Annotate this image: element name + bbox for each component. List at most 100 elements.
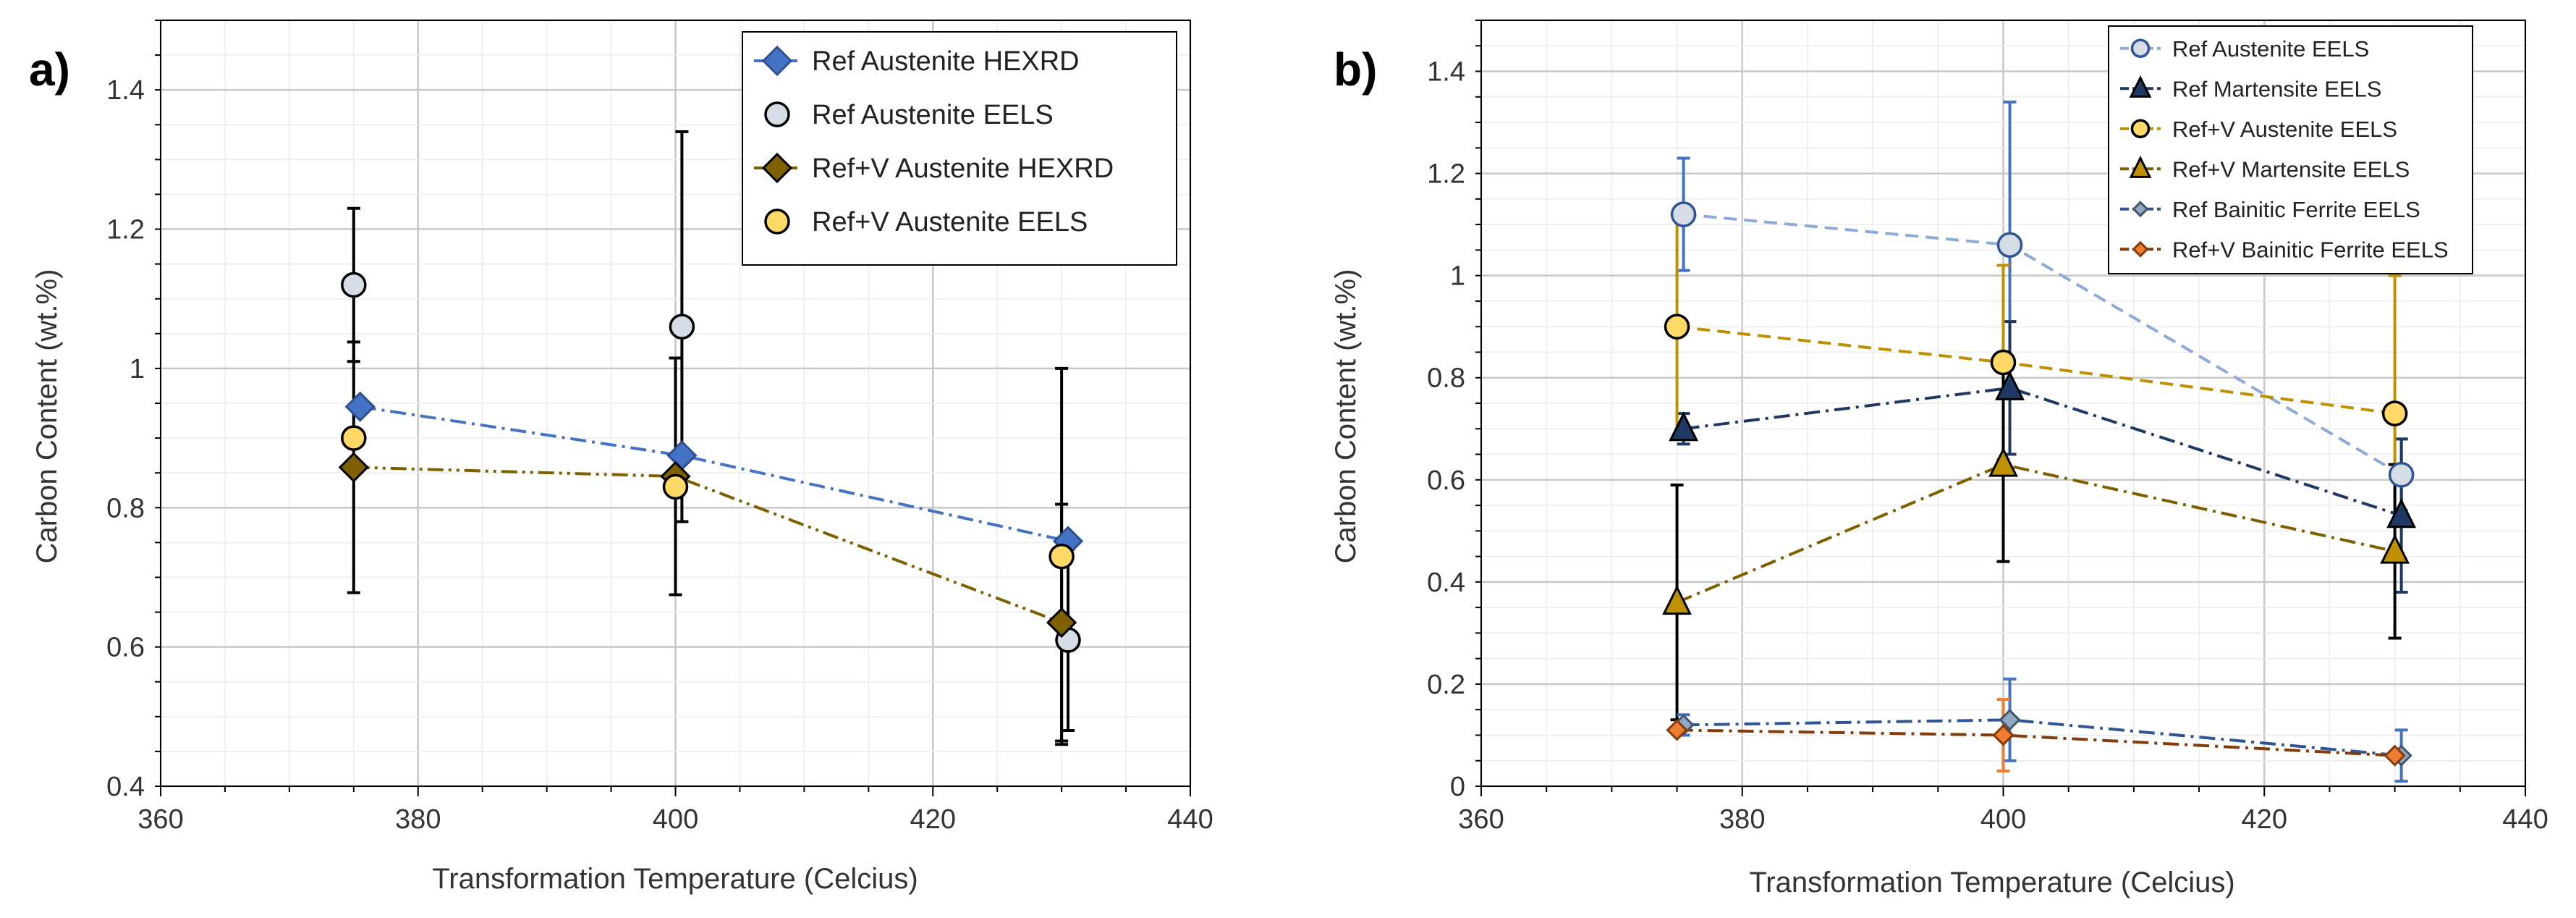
legend-label: Ref Bainitic Ferrite EELS <box>2172 197 2420 222</box>
y-tick-label: 0.4 <box>106 772 145 802</box>
data-point-ref-austenite-eels <box>2388 461 2415 488</box>
data-point-ref-v-bainitic-ferrite-eels <box>1666 719 1688 741</box>
y-tick-label: 0.8 <box>1427 363 1465 394</box>
legend-item: Ref+V Martensite EELS <box>2120 155 2410 182</box>
y-tick-label: 0.2 <box>1427 670 1465 700</box>
series-lines <box>1676 213 2402 757</box>
legend-item: Ref Martensite EELS <box>2120 75 2381 101</box>
data-point-ref-austenite-hexrd <box>344 391 376 422</box>
legend-marker <box>764 209 790 235</box>
legend-item: Ref+V Bainitic Ferrite EELS <box>2120 237 2449 262</box>
x-tick-label: 360 <box>137 804 183 835</box>
y-axis-title-a: Carbon Content (wt.%) <box>31 269 63 564</box>
legend-label: Ref+V Austenite EELS <box>812 207 1088 237</box>
series-b <box>1662 100 2417 783</box>
data-point-ref-v-austenite-hexrd <box>1046 607 1077 639</box>
panel-label-b: b) <box>1334 43 1377 96</box>
legend-b: Ref Austenite EELS Ref Martensite EELS Ref… <box>2108 25 2473 274</box>
ticks-b: 360 380 400 420 440 0 0.2 0.4 0.6 0.8 1 1.2 1.4 <box>1427 20 2549 835</box>
data-point-ref-v-austenite-eels <box>1048 543 1075 570</box>
y-tick-label: 1.4 <box>1427 57 1465 88</box>
data-point-ref-v-martensite-eels <box>1662 585 1692 615</box>
data-point-ref-v-austenite-hexrd <box>338 452 369 483</box>
legend-marker <box>2129 75 2152 98</box>
legend-marker <box>2130 38 2151 59</box>
data-point-ref-bainitic-ferrite-eels <box>1999 709 2021 731</box>
data-point-ref-martensite-eels <box>2386 498 2417 529</box>
panel-label-a: a) <box>29 43 70 96</box>
series-lines <box>353 405 1069 624</box>
data-point-ref-v-martensite-eels <box>1988 447 2018 477</box>
data-point-ref-v-austenite-eels <box>662 473 689 500</box>
y-tick-label: 1 <box>1450 261 1465 292</box>
legend-label: Ref Austenite HEXRD <box>812 46 1080 77</box>
data-point-ref-v-austenite-eels <box>1990 349 2017 376</box>
legend-label: Ref Austenite EELS <box>2172 36 2369 62</box>
data-point-ref-martensite-eels <box>1995 370 2025 400</box>
y-tick-label: 0.6 <box>1427 466 1465 496</box>
legend-marker <box>761 152 793 184</box>
legend-item: Ref+V Austenite EELS <box>2120 117 2397 142</box>
y-tick-label: 1.4 <box>106 75 145 106</box>
legend-marker <box>764 101 790 127</box>
legend-item: Ref Austenite HEXRD <box>754 45 1080 77</box>
y-tick-label: 0.4 <box>1427 568 1465 598</box>
y-tick-label: 0.6 <box>106 633 145 663</box>
data-point-ref-v-austenite-eels <box>2381 400 2408 426</box>
legend-label: Ref+V Austenite EELS <box>2172 117 2397 142</box>
legend-item: Ref Bainitic Ferrite EELS <box>2120 197 2420 222</box>
legend-item: Ref Austenite EELS <box>2120 36 2369 62</box>
series-markers <box>338 271 1084 653</box>
series-line-ref-v-austenite-eels <box>1677 325 2395 416</box>
series-a <box>338 130 1084 746</box>
x-axis-title-b: Transformation Temperature (Celcius) <box>1749 867 2234 898</box>
legend-label: Ref Martensite EELS <box>2172 76 2381 101</box>
panel-a: a) 360 380 400 420 440 0.4 0.6 0.8 1 1.2 1.4 Carbo… <box>29 20 1213 895</box>
data-point-ref-austenite-eels <box>341 271 367 298</box>
x-tick-label: 400 <box>1980 804 2026 835</box>
legend-a: Ref Austenite HEXRD Ref Austenite EELS Ref… <box>742 31 1177 266</box>
series-line-ref-v-austenite-hexrd <box>353 466 1062 624</box>
data-point-ref-martensite-eels <box>1669 411 1699 442</box>
data-point-ref-austenite-eels <box>1670 201 1697 227</box>
x-tick-label: 420 <box>2242 804 2287 835</box>
data-point-ref-v-martensite-eels <box>2380 534 2410 564</box>
x-tick-label: 400 <box>653 804 698 835</box>
legend-item: Ref Austenite EELS <box>764 100 1054 130</box>
panel-b: b) 360 380 400 420 440 0 0.2 0.4 0.6 0.8 1 1.2 1.4 C… <box>1330 20 2549 898</box>
legend-marker <box>2129 155 2152 178</box>
y-tick-label: 0.8 <box>106 493 145 523</box>
legend-label: Ref+V Bainitic Ferrite EELS <box>2172 237 2449 262</box>
y-tick-label: 1.2 <box>106 215 145 245</box>
x-tick-label: 380 <box>1719 804 1765 835</box>
legend-box <box>2108 25 2473 274</box>
ticks-a: 360 380 400 420 440 0.4 0.6 0.8 1 1.2 1.4 <box>106 20 1213 835</box>
x-tick-label: 380 <box>395 804 441 835</box>
y-tick-label: 1.2 <box>1427 159 1465 190</box>
series-line-ref-austenite-hexrd <box>360 405 1069 543</box>
x-axis-title-a: Transformation Temperature (Celcius) <box>432 863 918 895</box>
y-tick-label: 0 <box>1450 772 1465 802</box>
legend-item: Ref+V Austenite EELS <box>764 207 1088 237</box>
series-line-ref-v-bainitic-ferrite-eels <box>1677 728 2395 757</box>
legend-marker <box>2132 201 2149 218</box>
legend-marker <box>2132 240 2149 258</box>
data-point-ref-v-bainitic-ferrite-eels <box>2384 744 2406 767</box>
legend-marker <box>2130 119 2151 139</box>
data-point-ref-v-bainitic-ferrite-eels <box>1992 724 2014 746</box>
x-tick-label: 360 <box>1458 804 1504 835</box>
data-point-ref-austenite-eels <box>1996 232 2023 258</box>
legend-marker <box>761 45 793 77</box>
legend-label: Ref+V Austenite HEXRD <box>812 153 1114 184</box>
series-markers <box>1662 201 2417 767</box>
legend-item: Ref+V Austenite HEXRD <box>754 152 1114 184</box>
y-tick-label: 1 <box>130 354 145 384</box>
legend-label: Ref Austenite EELS <box>812 100 1054 130</box>
series-line-ref-v-martensite-eels <box>1676 463 2396 604</box>
x-tick-label: 420 <box>910 804 956 835</box>
data-point-ref-v-austenite-eels <box>1664 313 1690 340</box>
series-line-ref-martensite-eels <box>1683 386 2402 518</box>
legend-box <box>742 31 1177 266</box>
y-axis-title-b: Carbon Content (wt.%) <box>1330 269 1362 564</box>
